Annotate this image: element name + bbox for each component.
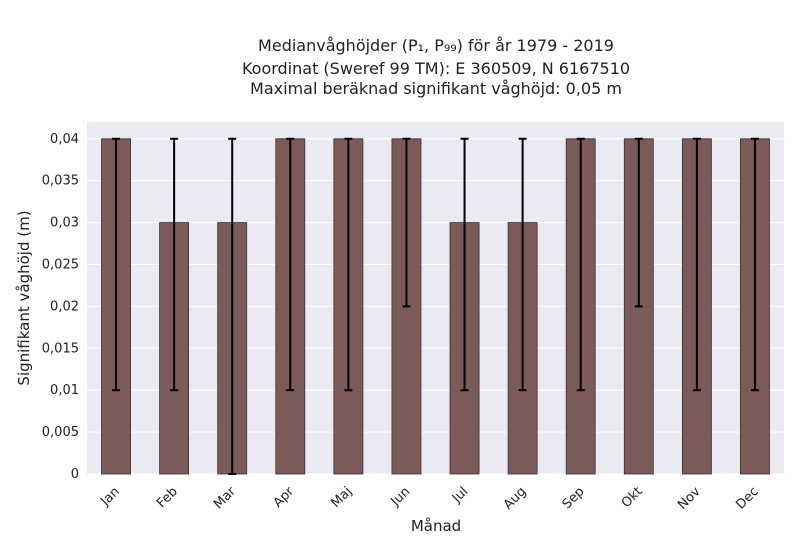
grid-lines	[87, 138, 784, 475]
y-tick-label: 0,03	[50, 216, 79, 231]
error-bar-dec	[750, 137, 759, 392]
y-tick-label: 0	[71, 467, 79, 482]
error-bar-jul	[460, 137, 469, 392]
error-bar-aug	[518, 137, 527, 392]
error-bar-jun	[402, 137, 411, 308]
y-axis-ticks: 0 0,005 0,01 0,015 0,02 0,025 0,03 0,035 0,04	[42, 132, 79, 482]
x-tick-label: Apr	[271, 484, 298, 511]
y-tick-label: 0,015	[42, 341, 79, 356]
x-tick-label: Feb	[154, 484, 181, 511]
x-tick-label: Jul	[449, 484, 471, 506]
chart-title-line-3: Maximal beräknad signifikant våghöjd: 0,…	[250, 79, 622, 98]
x-tick-label: Mar	[211, 484, 239, 512]
chart-title-line-1: Medianvåghöjder (P₁, P₉₉) för år 1979 - …	[258, 36, 614, 55]
x-axis-label: Månad	[411, 517, 461, 535]
error-bar-feb	[170, 137, 179, 392]
x-tick-label: Nov	[675, 484, 704, 513]
error-bar-okt	[634, 137, 643, 308]
y-tick-label: 0,02	[50, 299, 79, 314]
y-axis-label: Signifikant våghöjd (m)	[15, 210, 33, 385]
error-bar-apr	[286, 137, 295, 392]
x-tick-label: Dec	[733, 484, 761, 512]
plot-area	[87, 122, 784, 474]
y-tick-label: 0,005	[42, 425, 79, 440]
error-bars	[112, 137, 759, 475]
y-tick-label: 0,04	[50, 132, 79, 147]
x-tick-label: Aug	[501, 484, 530, 513]
error-bar-mar	[228, 137, 237, 475]
y-tick-label: 0,01	[50, 383, 79, 398]
error-bar-sep	[576, 137, 585, 392]
x-tick-label: Jun	[388, 484, 414, 510]
x-tick-label: Okt	[619, 484, 646, 511]
error-bar-maj	[344, 137, 353, 392]
x-tick-label: Jan	[97, 484, 122, 509]
x-tick-label: Sep	[560, 484, 588, 512]
x-axis-ticks: Jan Feb Mar Apr Maj Jun Jul Aug Sep Okt Nov Dec	[97, 484, 761, 513]
chart-title-line-2: Koordinat (Sweref 99 TM): E 360509, N 61…	[242, 59, 630, 78]
y-tick-label: 0,035	[42, 174, 79, 189]
x-tick-label: Maj	[328, 484, 355, 511]
error-bar-nov	[692, 137, 701, 392]
error-bar-jan	[112, 137, 121, 392]
y-tick-label: 0,025	[42, 257, 79, 272]
